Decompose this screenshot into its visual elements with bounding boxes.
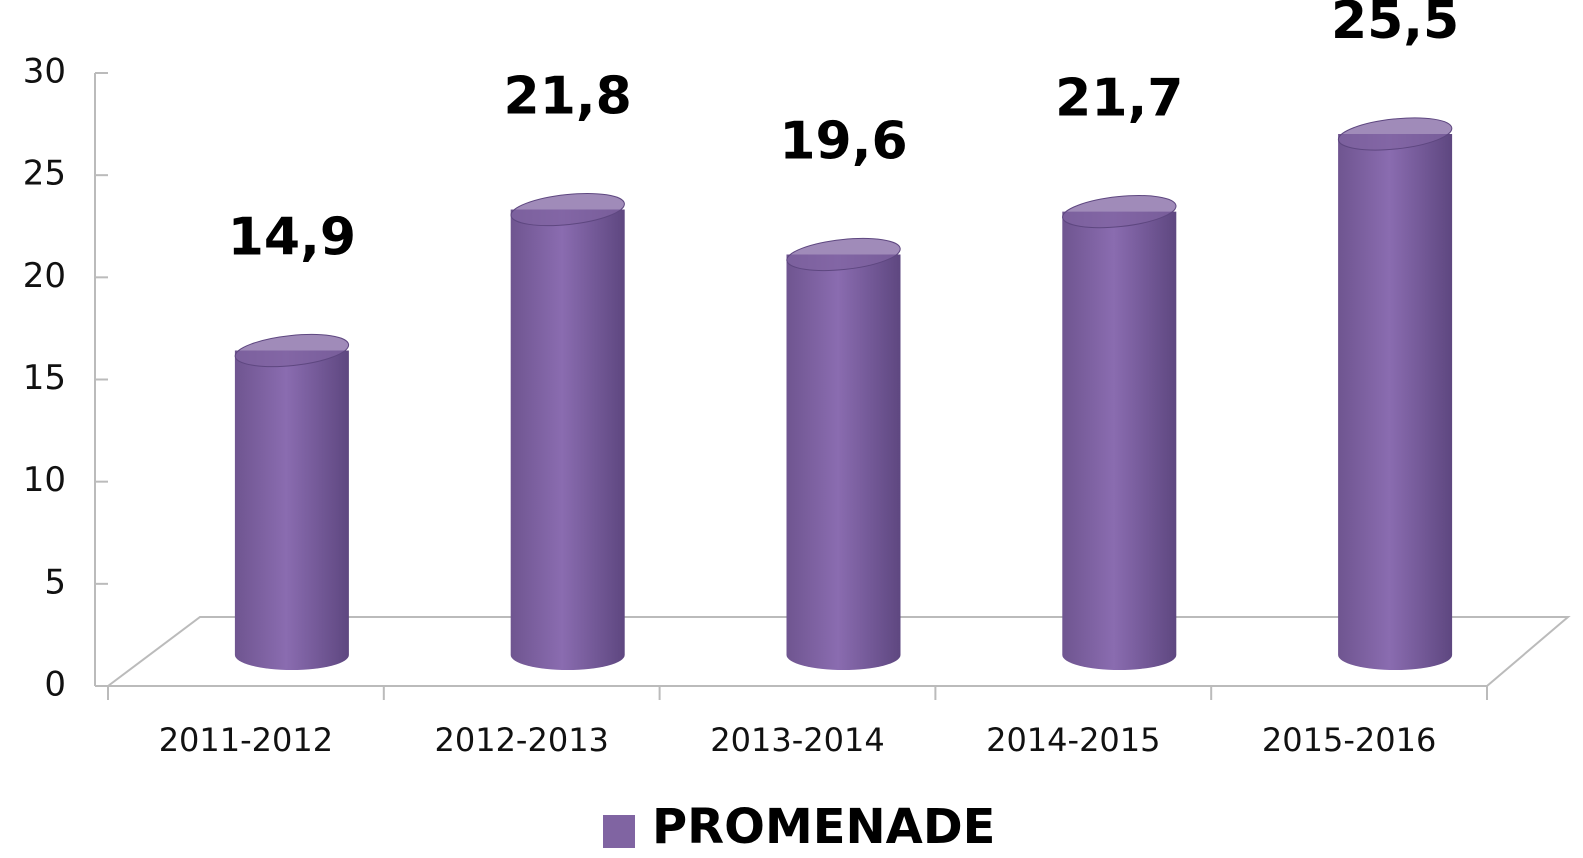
value-label: 14,9 [228,208,356,268]
legend-swatch [603,815,635,848]
bar-top [1062,195,1177,229]
y-tick-label: 5 [44,562,66,602]
value-label: 21,8 [504,67,632,127]
bar [786,254,901,671]
bar [1062,211,1177,670]
value-label: 25,5 [1331,0,1459,51]
bar-top [1337,117,1453,151]
x-tick-label: 2015-2016 [1262,721,1436,759]
y-tick-label: 15 [23,358,66,398]
value-label: 21,7 [1055,69,1183,129]
y-tick-label: 25 [23,154,66,194]
legend-label: PROMENADE [652,799,995,855]
bar [510,209,625,670]
x-tick-label: 2012-2013 [434,721,608,759]
y-tick-label: 30 [23,52,66,92]
x-tick-label: 2014-2015 [986,721,1160,759]
value-label: 19,6 [779,112,907,172]
bar-top [786,237,901,272]
x-tick-label: 2013-2014 [710,721,884,759]
y-tick-label: 0 [44,665,66,705]
bar [234,350,349,670]
x-tick-label: 2011-2012 [159,721,333,759]
y-tick-label: 10 [23,460,66,500]
bar-top [234,333,350,368]
y-tick-label: 20 [23,256,66,296]
bar-top [510,192,625,227]
bar [1338,133,1453,670]
